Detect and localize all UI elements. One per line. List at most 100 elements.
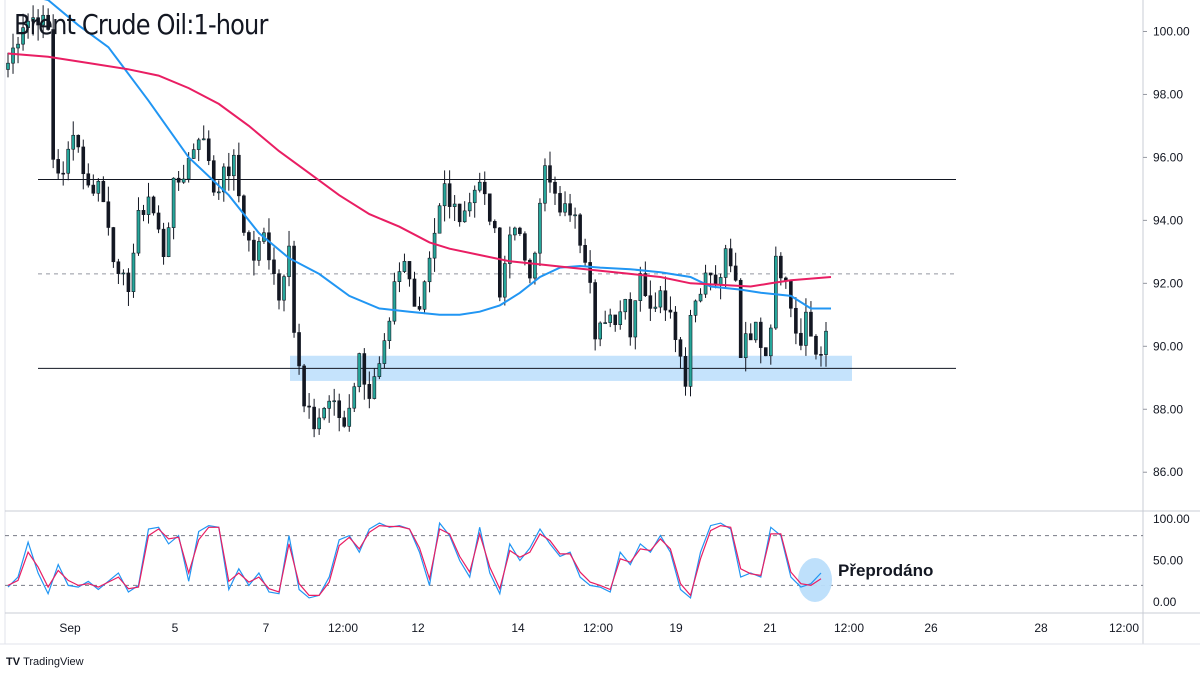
candle-body: [397, 271, 402, 282]
candle-body: [6, 62, 10, 70]
candle-body: [247, 232, 251, 241]
candle-body: [779, 255, 783, 279]
candle-body: [533, 252, 537, 279]
candle-body: [106, 201, 111, 228]
candle-body: [794, 307, 798, 334]
candle-body: [467, 202, 472, 212]
candle-body: [819, 354, 823, 356]
candle-body: [638, 273, 643, 301]
time-tick-label: 12:00: [328, 621, 358, 635]
candle-body: [492, 221, 497, 229]
candle-body: [41, 14, 45, 26]
candle-body: [287, 245, 291, 277]
price-tick-label: 94.00: [1153, 213, 1183, 227]
candle-body: [753, 321, 758, 341]
candle-body: [101, 180, 106, 203]
candle-body: [111, 227, 116, 263]
time-tick-label: 21: [763, 621, 777, 635]
candle-body: [196, 139, 201, 150]
candle-body: [186, 158, 191, 180]
candle-body: [16, 43, 20, 49]
candle-body: [497, 227, 502, 298]
candle-body: [447, 183, 452, 207]
sma-slow-line: [7, 52, 832, 288]
candle-body: [758, 321, 763, 348]
candle-body: [573, 214, 577, 217]
candle-body: [804, 311, 808, 346]
candle-body: [342, 417, 347, 427]
candle-body: [221, 166, 226, 193]
candle-body: [417, 306, 422, 310]
candle-body: [352, 386, 357, 409]
candle-body: [91, 184, 96, 194]
candle-body: [487, 193, 492, 222]
candle-body: [774, 255, 778, 329]
candle-body: [814, 335, 818, 355]
candle-body: [472, 189, 477, 204]
candle-body: [116, 261, 121, 274]
stoch-d-line: [7, 524, 822, 597]
candle-body: [367, 384, 372, 399]
candle-body: [76, 134, 81, 148]
time-tick-label: 7: [263, 621, 270, 635]
candle-body: [457, 203, 462, 223]
candle-body: [61, 172, 66, 175]
candle-body: [427, 257, 432, 283]
price-tick-label: 86.00: [1153, 465, 1183, 479]
candle-body: [201, 138, 206, 141]
candle-body: [563, 203, 567, 213]
candle-body: [407, 261, 412, 280]
candle-body: [733, 265, 738, 281]
candle-body: [337, 400, 342, 418]
candle-body: [86, 173, 91, 186]
time-tick-label: 28: [1034, 621, 1048, 635]
candle-body: [166, 227, 171, 257]
candle-body: [377, 363, 382, 377]
candle-body: [743, 333, 748, 359]
candle-body: [543, 165, 547, 204]
candle-body: [372, 376, 377, 399]
candle-body: [708, 272, 713, 276]
candle-body: [432, 232, 437, 259]
candle-body: [141, 210, 146, 215]
candle-body: [272, 259, 276, 274]
candle-body: [578, 214, 582, 246]
candle-body: [317, 417, 321, 430]
candle-body: [257, 241, 261, 261]
candle-body: [693, 300, 698, 316]
candle-body: [583, 245, 587, 263]
candle-body: [452, 203, 457, 207]
candle-body: [211, 160, 216, 193]
candle-body: [683, 355, 688, 387]
candle-body: [623, 299, 628, 313]
candle-body: [282, 276, 286, 301]
time-tick-label: 12:00: [1109, 621, 1139, 635]
candle-body: [728, 248, 733, 267]
tradingview-brand: TV TradingView: [6, 656, 84, 668]
candle-body: [46, 14, 50, 30]
candle-body: [763, 347, 768, 357]
candle-body: [503, 263, 507, 298]
candle-body: [673, 311, 678, 340]
candle-body: [51, 29, 55, 160]
candles: [6, 5, 828, 438]
candle-body: [477, 181, 482, 191]
candle-body: [151, 196, 156, 214]
tradingview-logo: TV: [6, 656, 21, 668]
candle-body: [26, 20, 30, 28]
candle-body: [216, 191, 221, 194]
candle-body: [603, 322, 607, 324]
candle-body: [688, 314, 693, 387]
candle-body: [523, 233, 527, 261]
candle-body: [31, 17, 35, 22]
candle-body: [81, 146, 86, 175]
candle-body: [227, 166, 231, 177]
candle-body: [809, 311, 813, 337]
candle-body: [713, 274, 718, 285]
candle-body: [171, 177, 176, 228]
candle-body: [181, 178, 186, 183]
candle-body: [613, 314, 618, 325]
candle-body: [347, 407, 352, 427]
